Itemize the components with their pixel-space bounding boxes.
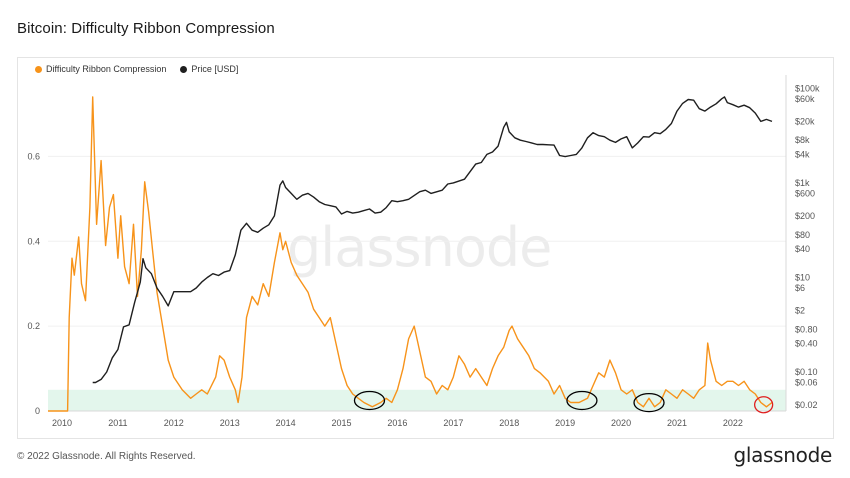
x-tick-label: 2016	[387, 418, 407, 428]
legend-swatch-drc	[35, 65, 42, 73]
x-tick-label: 2019	[555, 418, 575, 428]
legend-label-price: Price [USD]	[191, 64, 239, 74]
y-right-tick-label: $8k	[795, 135, 810, 145]
y-right-tick-label: $0.80	[795, 324, 818, 334]
x-tick-label: 2011	[108, 418, 127, 428]
y-right-tick-label: $6	[795, 283, 805, 293]
y-right-tick-label: $20k	[795, 116, 815, 126]
x-tick-label: 2022	[723, 418, 743, 428]
y-right-tick-label: $200	[795, 211, 815, 221]
y-right-tick-label: $4k	[795, 149, 810, 159]
legend-item-price[interactable]: Price [USD]	[180, 64, 238, 74]
annotation-ellipse-0	[353, 390, 386, 411]
y-right-tick-label: $2	[795, 306, 805, 316]
y-right-tick-label: $0.02	[795, 400, 818, 410]
y-right-tick-label: $80	[795, 230, 810, 240]
y-left-tick-label: 0	[35, 406, 40, 416]
annotation-ellipse-3	[753, 396, 774, 414]
y-right-tick-label: $10	[795, 272, 810, 282]
y-right-tick-label: $1k	[795, 178, 810, 188]
legend-label-drc: Difficulty Ribbon Compression	[46, 64, 167, 74]
y-right-tick-label: $40	[795, 244, 810, 254]
x-tick-label: 2014	[276, 418, 296, 428]
x-tick-label: 2015	[332, 418, 352, 428]
x-tick-label: 2013	[220, 418, 240, 428]
legend: Difficulty Ribbon Compression Price [USD…	[35, 64, 238, 74]
y-right-tick-label: $100k	[795, 83, 820, 93]
y-right-tick-label: $0.06	[795, 378, 818, 388]
annotation-ellipse-1	[566, 390, 598, 411]
legend-item-drc[interactable]: Difficulty Ribbon Compression	[35, 64, 166, 74]
y-right-tick-label: $0.40	[795, 339, 818, 349]
brand-logo: glassnode	[733, 443, 832, 467]
x-tick-label: 2018	[499, 418, 519, 428]
low-compression-band	[48, 389, 786, 411]
y-right-tick-label: $600	[795, 188, 815, 198]
y-right-tick-label: $60k	[795, 94, 815, 104]
x-tick-label: 2020	[611, 418, 631, 428]
annotation-ellipse-2	[633, 392, 665, 413]
series-line-drc	[48, 96, 773, 412]
x-tick-label: 2021	[667, 418, 687, 428]
y-left-tick-label: 0.4	[27, 236, 40, 246]
x-tick-label: 2010	[52, 418, 72, 428]
series-line-price	[92, 96, 773, 384]
x-tick-label: 2012	[164, 418, 184, 428]
x-tick-label: 2017	[443, 418, 463, 428]
chart-title: Bitcoin: Difficulty Ribbon Compression	[17, 20, 275, 37]
y-right-tick-label: $0.10	[795, 367, 818, 377]
y-left-tick-label: 0.2	[27, 321, 40, 331]
copyright-text: © 2022 Glassnode. All Rights Reserved.	[17, 451, 196, 462]
y-left-tick-label: 0.6	[27, 151, 40, 161]
legend-swatch-price	[180, 65, 188, 73]
